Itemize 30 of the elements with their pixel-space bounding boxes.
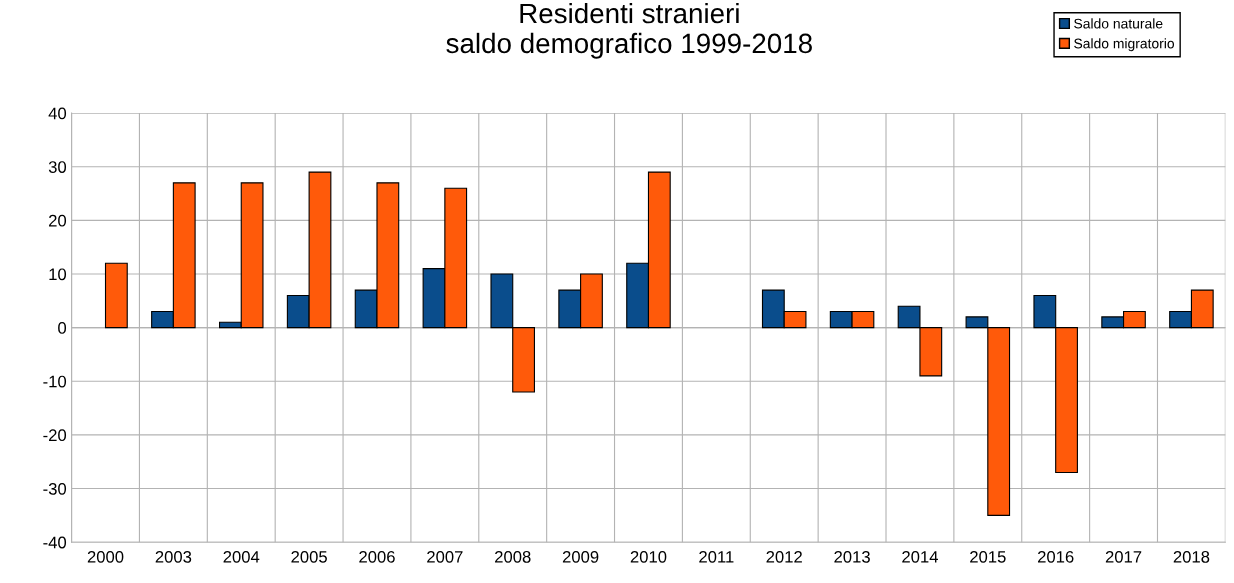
x-tick-label: 2006: [359, 550, 395, 563]
x-tick-label: 2009: [562, 550, 599, 563]
y-tick-label: -30: [43, 482, 67, 495]
x-tick-label: 2008: [495, 550, 531, 563]
bar: [104, 262, 128, 329]
x-tick-label: 2003: [155, 550, 192, 563]
x-tick-label: 2015: [970, 550, 1006, 563]
legend-label: Saldo naturale: [1074, 18, 1163, 29]
x-tick-label: 2016: [1037, 550, 1074, 563]
x-tick-label: 2017: [1105, 550, 1142, 563]
chart-title: Residenti stranieri saldo demografico 1999-2018: [446, 2, 812, 59]
y-tick-label: 40: [48, 107, 67, 120]
y-tick-label: 20: [49, 214, 67, 227]
x-tick-label: 2011: [699, 550, 734, 563]
x-tick-label: 2004: [223, 550, 260, 563]
y-tick-label: -40: [43, 536, 67, 549]
x-tick-label: 2010: [630, 550, 667, 563]
y-tick-label: 0: [58, 322, 67, 334]
x-tick-label: 2005: [291, 550, 327, 563]
x-tick-label: 2007: [427, 550, 463, 563]
y-tick-label: -10: [43, 375, 67, 388]
legend-label: Saldo migratorio: [1074, 38, 1175, 52]
y-tick-label: 30: [48, 161, 67, 173]
y-tick-label: -20: [43, 429, 67, 442]
x-tick-label: 2000: [87, 550, 124, 563]
x-tick-label: 2018: [1173, 550, 1210, 563]
x-tick-label: 2013: [834, 550, 870, 563]
x-tick-label: 2014: [902, 550, 938, 563]
y-tick-label: 10: [49, 268, 67, 281]
x-tick-label: 2012: [766, 550, 802, 563]
